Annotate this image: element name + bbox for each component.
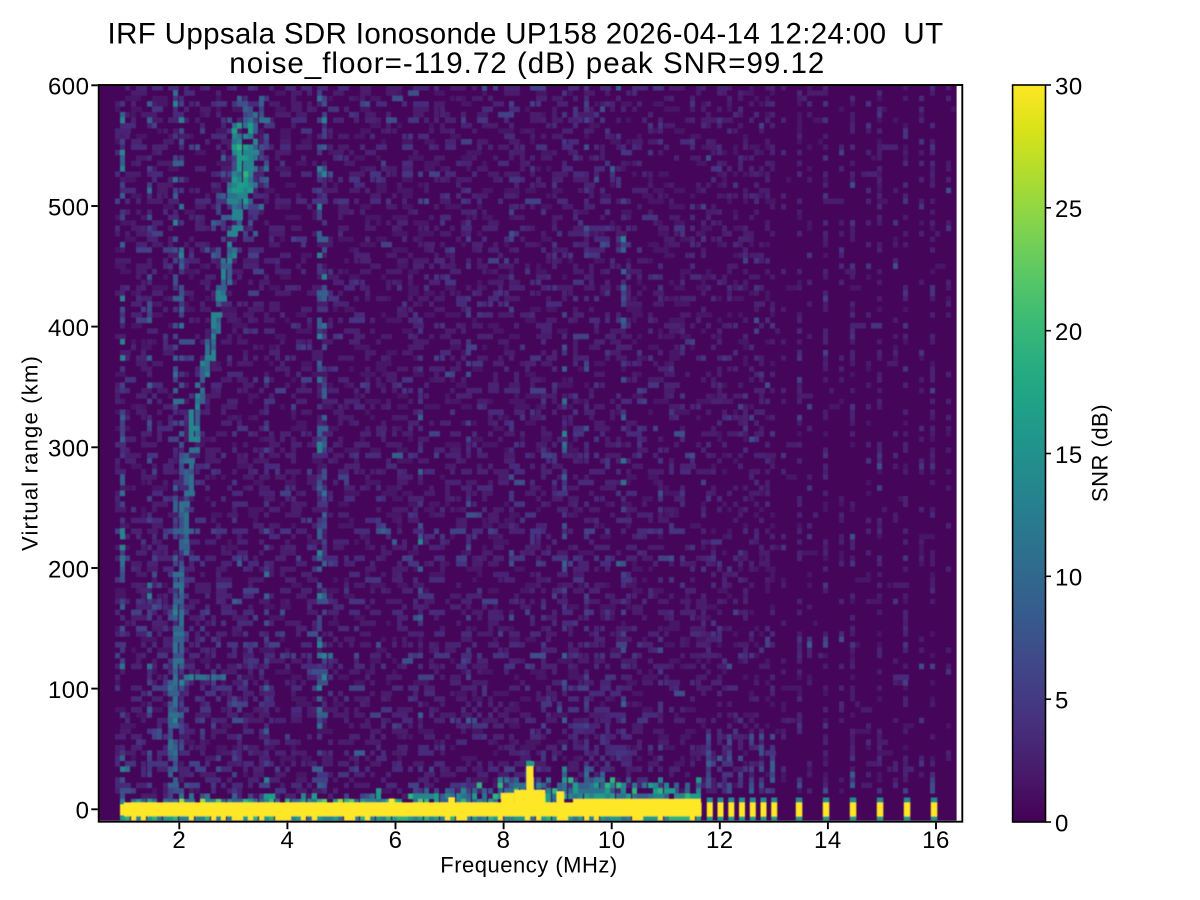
svg-text:10: 10 xyxy=(1055,565,1083,592)
svg-text:IRF Uppsala SDR Ionosonde UP15: IRF Uppsala SDR Ionosonde UP158 2026-04-… xyxy=(108,17,944,50)
svg-text:600: 600 xyxy=(48,74,90,101)
svg-text:10: 10 xyxy=(598,827,626,854)
svg-text:300: 300 xyxy=(48,436,90,463)
svg-text:2: 2 xyxy=(172,827,186,854)
svg-text:4: 4 xyxy=(280,827,294,854)
svg-text:0: 0 xyxy=(76,798,90,825)
svg-text:16: 16 xyxy=(922,827,950,854)
svg-text:15: 15 xyxy=(1055,442,1083,469)
svg-text:400: 400 xyxy=(48,315,90,342)
svg-text:Frequency (MHz): Frequency (MHz) xyxy=(440,853,617,878)
svg-text:20: 20 xyxy=(1055,319,1083,346)
svg-text:5: 5 xyxy=(1055,688,1069,715)
svg-text:100: 100 xyxy=(48,677,90,704)
svg-text:0: 0 xyxy=(1055,810,1069,837)
svg-text:200: 200 xyxy=(48,556,90,583)
svg-text:Virtual range (km): Virtual range (km) xyxy=(18,355,43,551)
svg-text:14: 14 xyxy=(814,827,842,854)
svg-text:SNR (dB): SNR (dB) xyxy=(1088,404,1113,502)
svg-text:30: 30 xyxy=(1055,73,1083,100)
svg-text:6: 6 xyxy=(389,827,403,854)
svg-text:noise_floor=-119.72 (dB) peak: noise_floor=-119.72 (dB) peak SNR=99.12 xyxy=(229,47,825,80)
svg-text:500: 500 xyxy=(48,194,90,221)
svg-text:8: 8 xyxy=(497,827,511,854)
svg-text:25: 25 xyxy=(1055,196,1083,223)
svg-text:12: 12 xyxy=(706,827,734,854)
